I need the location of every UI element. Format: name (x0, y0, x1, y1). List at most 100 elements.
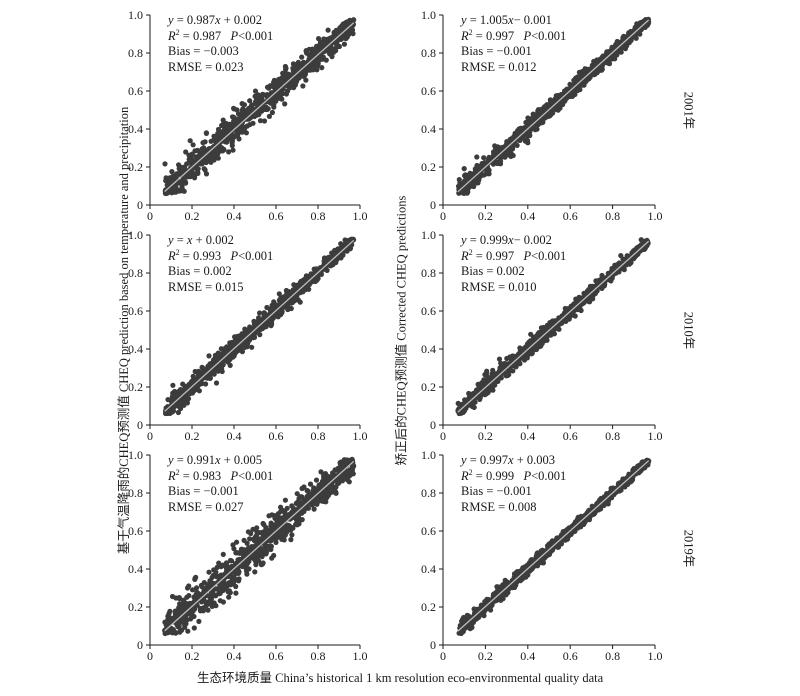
data-point (325, 492, 331, 498)
x-tick-label: 0.8 (605, 209, 620, 223)
y-tick-label: 0.2 (421, 380, 436, 394)
data-point (190, 142, 196, 148)
data-point (259, 103, 265, 109)
data-point (270, 522, 276, 528)
data-point (266, 113, 272, 119)
data-point (274, 516, 280, 522)
data-point (240, 106, 246, 112)
x-tick-label: 0 (147, 429, 153, 443)
data-point (287, 72, 293, 78)
data-point (282, 101, 288, 107)
x-tick-label: 0.6 (563, 209, 578, 223)
y-tick-label: 0.2 (421, 160, 436, 174)
x-tick-label: 0.6 (269, 649, 284, 663)
data-point (579, 82, 585, 88)
data-point (305, 505, 311, 511)
data-point (293, 500, 299, 506)
data-point (189, 151, 195, 157)
data-point (269, 555, 275, 561)
data-point (261, 118, 268, 124)
data-point (241, 102, 247, 108)
data-point (300, 83, 306, 89)
data-point (484, 368, 490, 374)
data-point (517, 361, 523, 367)
data-point (350, 464, 356, 471)
data-point (599, 285, 605, 291)
data-point (497, 365, 503, 371)
data-point (261, 311, 268, 317)
data-point (210, 151, 216, 157)
data-point (525, 115, 531, 121)
data-point (559, 100, 565, 106)
data-point (183, 180, 189, 186)
data-point (291, 282, 297, 288)
data-point (313, 62, 319, 68)
data-point (169, 593, 176, 600)
y-tick-label: 1.0 (421, 228, 436, 242)
data-point (249, 344, 255, 350)
data-point (234, 539, 240, 545)
data-point (234, 107, 240, 113)
data-point (514, 142, 520, 148)
data-point (202, 167, 208, 173)
data-point (538, 325, 545, 331)
data-point (179, 184, 185, 190)
x-tick-label: 0 (147, 209, 153, 223)
data-point (310, 67, 316, 73)
data-point (229, 143, 235, 149)
y-tick-label: 0.2 (128, 160, 143, 174)
data-point (252, 569, 258, 575)
y-tick-label: 0.8 (128, 46, 143, 60)
data-point (268, 543, 274, 550)
data-point (203, 130, 209, 136)
x-tick-label: 1.0 (648, 209, 663, 223)
data-point (230, 147, 236, 153)
data-point (184, 617, 190, 623)
data-point (336, 477, 342, 483)
data-point (319, 498, 325, 504)
data-point (221, 562, 227, 569)
data-point (227, 590, 233, 596)
data-point (227, 557, 234, 564)
data-point (175, 389, 181, 395)
data-point (222, 139, 228, 145)
data-point (473, 179, 479, 185)
data-point (299, 485, 305, 492)
data-point (259, 98, 265, 104)
data-point (344, 477, 351, 483)
data-point (220, 551, 226, 558)
data-point (241, 537, 247, 544)
data-point (192, 576, 198, 583)
data-point (256, 110, 262, 117)
data-point (289, 532, 295, 538)
data-point (474, 154, 480, 160)
data-point (206, 569, 212, 575)
data-point (252, 88, 259, 94)
data-point (189, 612, 195, 618)
data-point (255, 536, 261, 542)
data-point (219, 148, 225, 154)
data-point (283, 72, 289, 78)
data-point (187, 138, 193, 144)
data-point (508, 151, 514, 157)
data-point (307, 481, 314, 487)
data-point (197, 608, 204, 614)
y-tick-label: 0.4 (421, 122, 436, 136)
x-tick-label: 0.2 (478, 429, 493, 443)
y-tick-label: 0 (137, 198, 143, 212)
y-tick-label: 0.2 (128, 600, 143, 614)
x-tick-label: 0.8 (311, 649, 326, 663)
data-point (244, 568, 250, 574)
data-point (300, 60, 306, 66)
data-point (226, 149, 232, 155)
data-point (302, 287, 309, 293)
data-point (524, 137, 530, 143)
data-point (263, 551, 269, 557)
x-tick-label: 0.6 (269, 209, 284, 223)
y-tick-label: 0.4 (128, 562, 143, 576)
data-point (231, 114, 237, 120)
data-point (282, 63, 288, 70)
data-point (239, 549, 245, 555)
data-point (261, 522, 267, 528)
